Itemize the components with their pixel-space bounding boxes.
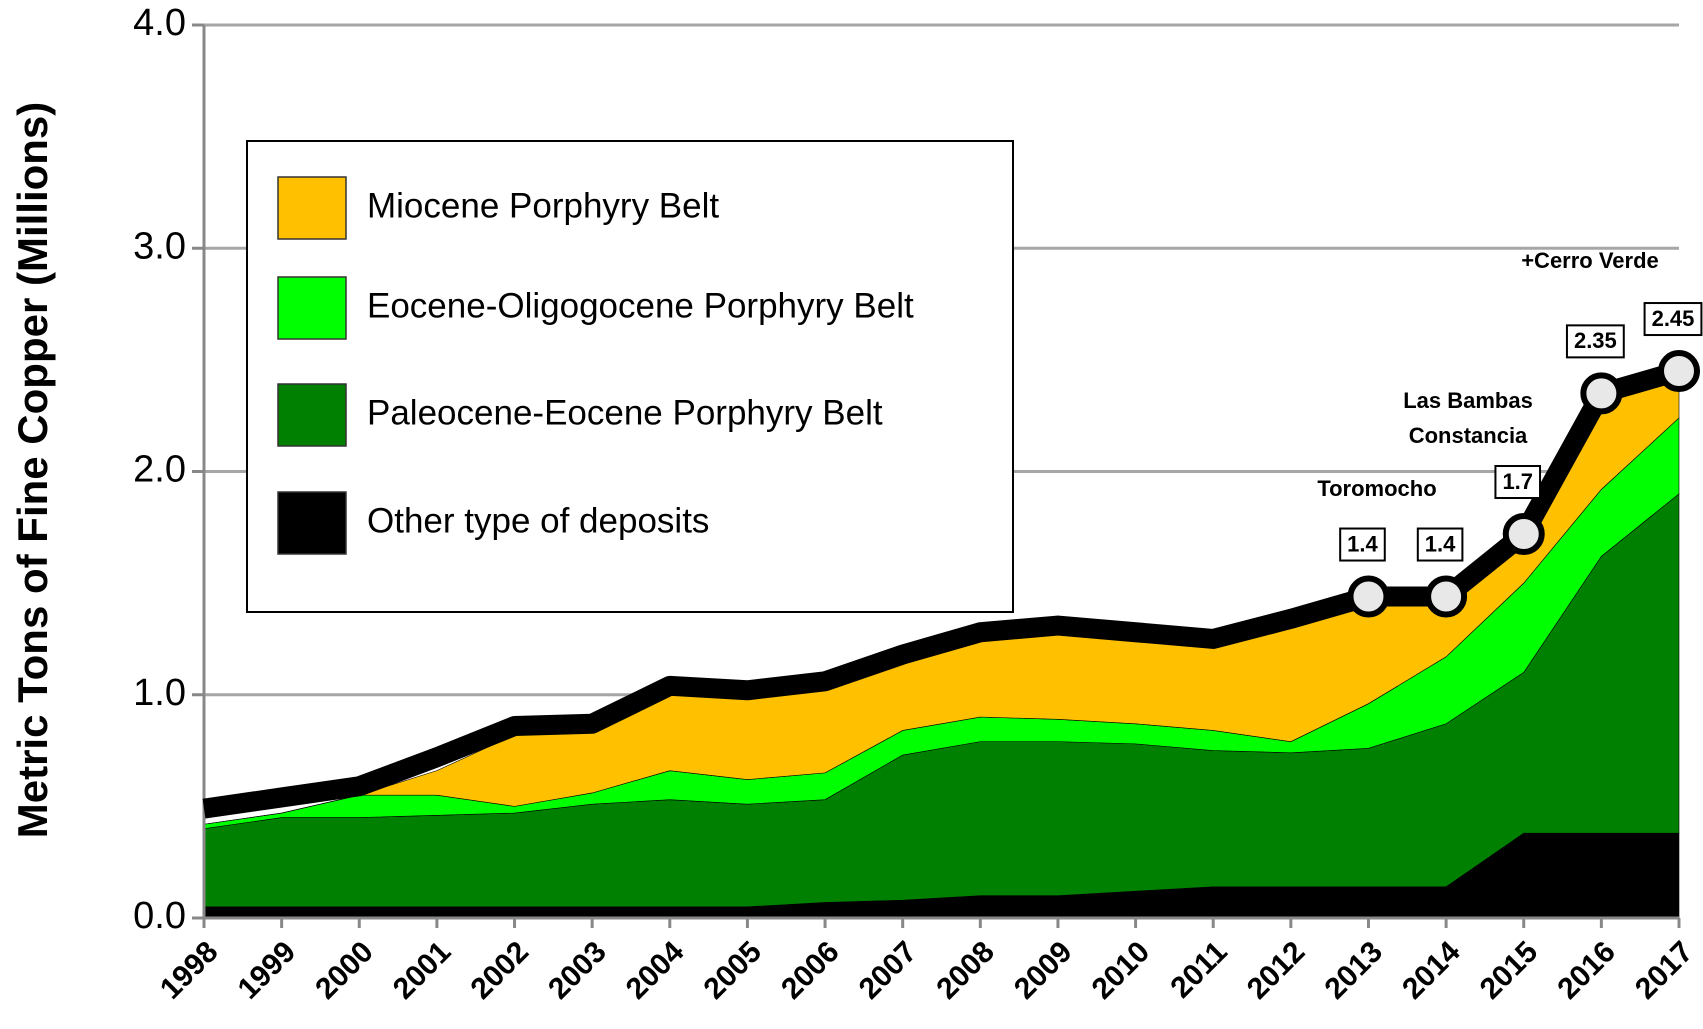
value-label: 2.35: [1574, 328, 1617, 353]
x-tick-label: 1999: [232, 935, 303, 1006]
x-tick-label: 2010: [1086, 935, 1157, 1006]
annotation: Constancia: [1409, 423, 1528, 448]
annotation: Las Bambas: [1403, 388, 1533, 413]
x-tick-label: 2006: [775, 935, 846, 1006]
y-tick-label: 2.0: [133, 449, 186, 491]
x-tick-label: 2015: [1474, 935, 1545, 1006]
x-tick-label: 2000: [309, 935, 380, 1006]
value-label-box: 1.7: [1494, 465, 1542, 500]
x-tick-label: 2001: [387, 935, 458, 1006]
value-label: 1.7: [1502, 469, 1533, 494]
y-axis-label: Metric Tons of Fine Copper (Millions): [9, 102, 56, 839]
x-tick-label: 2003: [542, 935, 613, 1006]
value-label: 1.4: [1425, 531, 1456, 556]
x-tick-label: 1998: [154, 935, 225, 1006]
y-tick-label: 3.0: [133, 225, 186, 267]
x-tick-label: 2007: [853, 935, 924, 1006]
legend-swatch: [277, 383, 347, 447]
total-marker: [1347, 575, 1390, 618]
value-label-frame: [1416, 527, 1464, 562]
x-tick-label: 2008: [930, 935, 1001, 1006]
value-label-box: 1.4: [1339, 527, 1386, 562]
legend-swatch: [277, 276, 347, 340]
legend-swatch: [277, 491, 347, 555]
x-tick-label: 2004: [620, 935, 691, 1006]
value-label-box: 2.35: [1565, 324, 1625, 359]
value-label-frame: [1565, 324, 1625, 359]
total-marker: [1502, 513, 1545, 556]
x-tick-label: 2017: [1629, 935, 1700, 1006]
value-label-box: 2.45: [1643, 302, 1703, 337]
y-tick-label: 4.0: [133, 2, 186, 44]
y-tick-label: 0.0: [133, 895, 186, 937]
x-tick-label: 2012: [1241, 935, 1312, 1006]
x-tick-label: 2013: [1318, 935, 1389, 1006]
value-label-box: 1.4: [1416, 527, 1464, 562]
x-tick-label: 2009: [1008, 935, 1079, 1006]
legend-label: Paleocene-Eocene Porphyry Belt: [367, 393, 883, 432]
total-marker: [1580, 372, 1623, 415]
annotation: Toromocho: [1317, 476, 1436, 501]
annotation: +Cerro Verde: [1521, 248, 1659, 273]
value-label: 1.4: [1347, 531, 1378, 556]
value-label-frame: [1643, 302, 1703, 337]
legend-label: Miocene Porphyry Belt: [367, 186, 719, 225]
y-tick-label: 1.0: [133, 672, 186, 714]
total-marker: [1425, 575, 1468, 618]
value-label-frame: [1339, 527, 1386, 562]
x-tick-label: 2005: [697, 935, 768, 1006]
legend-label: Other type of deposits: [367, 501, 709, 540]
x-tick-label: 2002: [465, 935, 536, 1006]
value-label: 2.45: [1652, 306, 1695, 331]
x-tick-label: 2011: [1164, 935, 1233, 1004]
legend-label: Eocene-Oligogocene Porphyry Belt: [367, 286, 914, 325]
total-marker: [1658, 350, 1700, 393]
legend-box: [246, 140, 1014, 613]
value-label-frame: [1494, 465, 1542, 500]
legend-swatch: [277, 176, 347, 240]
x-tick-label: 2014: [1396, 935, 1467, 1006]
x-tick-label: 2016: [1551, 935, 1622, 1006]
